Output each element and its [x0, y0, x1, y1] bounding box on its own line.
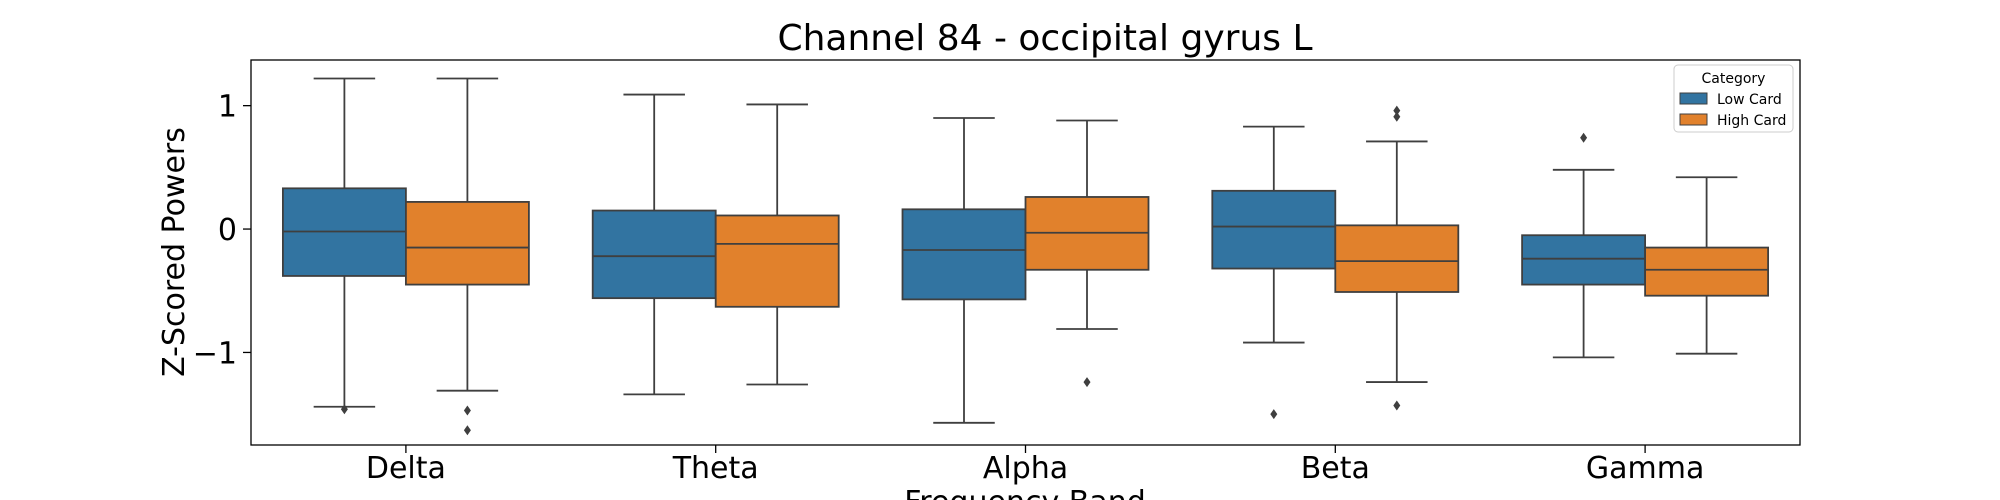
- box-alpha-low-card: [901, 208, 1027, 301]
- y-axis: 1 0 −1: [193, 90, 251, 371]
- outlier-beta-high-card-0: [1393, 111, 1401, 122]
- x-tick-label-delta: Delta: [366, 451, 446, 486]
- y-axis-label: Z-Scored Powers: [157, 127, 192, 377]
- plot-area: [281, 77, 1769, 436]
- x-tick-label-beta: Beta: [1301, 451, 1370, 486]
- outlier-delta-high-card-1: [463, 425, 471, 436]
- x-axis-label: Frequency Band: [904, 485, 1146, 500]
- box-delta-high-card: [404, 201, 530, 286]
- box-gamma-low-card: [1521, 234, 1646, 286]
- legend-title: Category: [1702, 71, 1766, 87]
- x-tick-label-theta: Theta: [672, 451, 759, 486]
- y-tick-label: 0: [218, 213, 237, 248]
- x-axis: Delta Theta Alpha Beta Gamma: [366, 445, 1704, 486]
- box-theta-low-card: [591, 209, 717, 300]
- legend-swatch-low-card: [1679, 92, 1708, 105]
- box-beta-high-card: [1334, 224, 1460, 293]
- outlier-beta-high-card-1: [1393, 105, 1401, 116]
- outlier-delta-low-card-0: [340, 404, 348, 415]
- legend: Category Low Card High Card: [1673, 64, 1794, 133]
- legend-label-low-card: Low Card: [1717, 92, 1782, 108]
- chart-title: Channel 84 - occipital gyrus L: [777, 18, 1312, 59]
- outlier-beta-low-card-0: [1270, 409, 1278, 420]
- legend-label-high-card: High Card: [1717, 113, 1786, 129]
- outlier-gamma-low-card-0: [1580, 132, 1588, 143]
- box-theta-high-card: [714, 214, 840, 308]
- y-tick-label: −1: [193, 336, 237, 371]
- x-tick-label-alpha: Alpha: [983, 451, 1068, 486]
- x-tick-label-gamma: Gamma: [1586, 451, 1704, 486]
- legend-swatch-high-card: [1679, 113, 1708, 126]
- box-gamma-high-card: [1644, 246, 1769, 297]
- outlier-alpha-high-card-0: [1083, 377, 1091, 388]
- outlier-delta-high-card-0: [463, 405, 471, 416]
- outlier-beta-high-card-2: [1393, 400, 1401, 411]
- box-beta-low-card: [1211, 189, 1337, 270]
- y-tick-label: 1: [218, 90, 237, 125]
